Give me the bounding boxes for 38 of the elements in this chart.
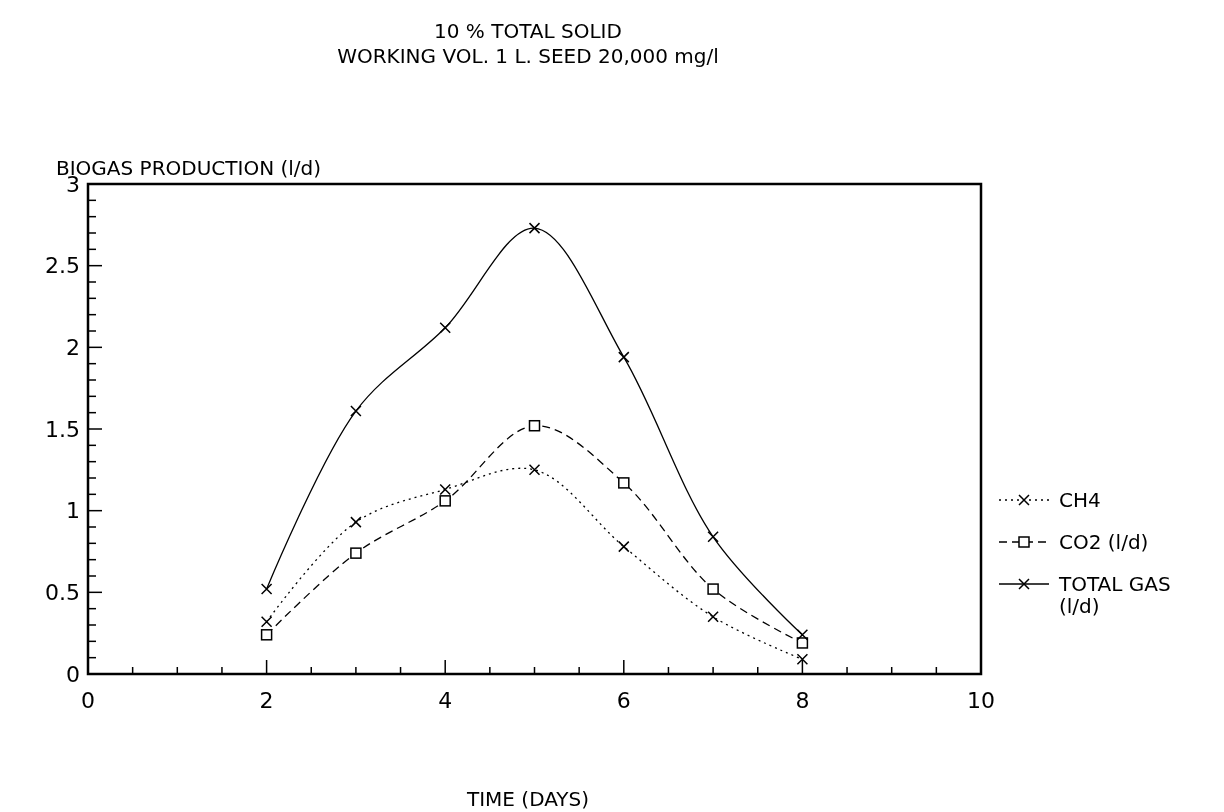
y-tick-label: 0 [66, 661, 80, 687]
point [350, 405, 362, 417]
point [796, 637, 809, 649]
y-tick-label: 0.5 [45, 580, 80, 606]
x-tick-label: 2 [259, 688, 274, 713]
x-tick-label: 10 [967, 688, 995, 713]
point [528, 419, 541, 432]
y-tick-label: 2 [66, 335, 80, 361]
point [707, 611, 719, 623]
point [618, 351, 630, 363]
point [707, 531, 719, 543]
y-tick-label: 1 [66, 498, 80, 524]
point [618, 477, 630, 489]
point [439, 495, 451, 507]
point [350, 547, 362, 559]
chart-title: 10 % TOTAL SOLID [434, 19, 622, 43]
point [618, 540, 630, 553]
x-tick-label: 4 [438, 688, 453, 713]
legend-label: CO2 (l/d) [1059, 530, 1149, 554]
chart-subtitle: WORKING VOL. 1 L. SEED 20,000 mg/l [337, 44, 719, 68]
legend-label: TOTAL GAS (l/d) [1058, 572, 1171, 618]
x-axis-title: TIME (DAYS) [465, 787, 590, 811]
point [260, 629, 273, 641]
y-tick-label: 1.5 [45, 416, 80, 442]
point [439, 321, 451, 334]
point [528, 464, 541, 476]
point [796, 629, 809, 641]
point [350, 516, 362, 528]
point [707, 583, 719, 595]
point [260, 583, 273, 595]
point [796, 653, 809, 666]
x-tick-label: 8 [795, 688, 810, 713]
point [528, 222, 541, 234]
legend-label: CH4 [1059, 488, 1101, 512]
point [439, 483, 451, 496]
y-tick-label: 2.5 [45, 253, 80, 279]
x-tick-label: 6 [616, 688, 631, 713]
point [260, 615, 273, 628]
